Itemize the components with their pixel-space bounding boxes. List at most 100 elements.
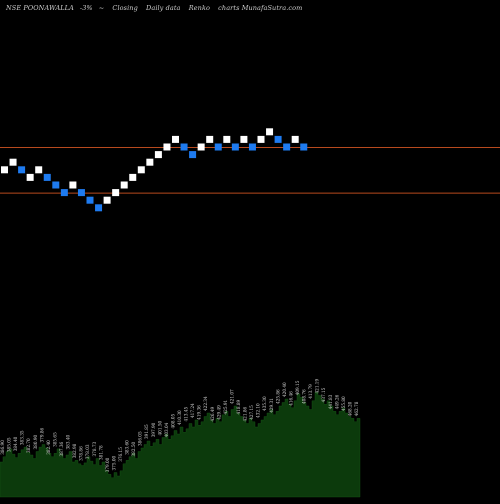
volume-price-label: 429.31 [269,398,274,413]
volume-price-label: 421.07 [229,389,234,404]
volume-price-label: 383.40 [66,435,71,450]
volume-price-label: 435.30 [262,396,267,411]
renko-brick-up [257,135,265,143]
renko-bricks [1,128,308,212]
renko-brick-up [154,151,162,159]
renko-brick-up [291,135,299,143]
volume-price-label: 408.76 [302,389,307,404]
volume-price-label: 419.36 [197,405,202,420]
renko-brick-up [26,173,34,181]
renko-brick-down [18,166,26,174]
renko-brick-up [163,143,171,151]
header-series: Closing [112,4,138,12]
volume-price-label: 422.34 [203,396,208,411]
volume-price-label: 397.90 [151,422,156,437]
volume-price-label: 385.65 [52,432,57,447]
volume-price-label: 410.30 [177,410,182,425]
renko-brick-up [35,166,43,174]
volume-price-label: 441.83 [328,394,333,409]
volume-price-label: 421.19 [315,379,320,394]
renko-brick-up [112,189,120,197]
renko-brick-down [189,151,197,159]
volume-price-label: 384.40 [13,436,18,451]
volume-price-label: 378.03 [85,444,90,459]
volume-price-label: 409.15 [295,380,300,395]
volume-price-label: 375.00 [111,456,116,471]
volume-price-label: 408.05 [170,414,175,429]
volume-price-label: 417.24 [190,403,195,418]
chart-header: NSE POONAWALLA -3% ~ Closing Daily data Re… [6,4,308,12]
volume-price-label: 426.49 [210,407,215,422]
volume-price-label: 382.70 [26,438,31,453]
renko-brick-up [266,128,274,136]
volume-price-label: 378.86 [79,446,84,461]
volume-price-label: 425.91 [223,400,228,415]
volume-price-label: 385.05 [7,437,12,452]
symbol-text: NSE POONAWALLA [6,4,74,12]
renko-brick-up [146,158,154,166]
header-symbol: NSE POONAWALLA -3% ~ [6,4,105,12]
renko-brick-down [86,196,94,204]
pct-text: 3% [82,4,93,12]
volume-price-label: 383.60 [125,440,130,455]
renko-brick-down [95,204,103,212]
volume-price-label: 437.15 [321,387,326,402]
volume-price-label: 382.98 [72,443,77,458]
renko-brick-down [283,143,291,151]
renko-brick-up [223,135,231,143]
renko-brick-up [197,143,205,151]
renko-brick-up [120,181,128,189]
volume-price-label: 427.15 [249,405,254,420]
renko-brick-down [77,189,85,197]
renko-brick-down [52,181,60,189]
volume-price-label: 416.46 [288,391,293,406]
renko-brick-down [180,143,188,151]
renko-brick-up [129,173,137,181]
volume-price-label: 382.40 [46,440,51,455]
renko-brick-down [43,173,51,181]
volume-price-label: 420.40 [282,382,287,397]
volume-price-label: 381.78 [98,445,103,460]
volume-price-label: 455.80 [341,396,346,411]
volume-price-label: 382.50 [131,442,136,457]
volume-price-label: 391.85 [144,424,149,439]
volume-price-label: 383.35 [20,430,25,445]
volume-price-label: 379.00 [105,457,110,472]
renko-brick-up [103,196,111,204]
renko-brick-up [69,181,77,189]
renko-brick-down [274,135,282,143]
header-site: charts MunafaSutra.com [218,4,303,12]
renko-brick-up [1,166,8,174]
renko-brick-up [137,166,145,174]
volume-price-label: 418.89 [236,400,241,415]
volume-price-label: 386.90 [0,440,5,455]
volume-price-label: 421.86 [243,407,248,422]
renko-brick-up [206,135,214,143]
renko-brick-down [60,189,68,197]
volume-price-label: 403.04 [164,422,169,437]
volume-price-label: 380.90 [33,435,38,450]
renko-brick-down [300,143,308,151]
renko-brick-up [240,135,248,143]
volume-price-label: 432.10 [256,403,261,418]
volume-area [0,391,361,498]
volume-price-label: 413.45 [184,407,189,422]
volume-price-label: 401.50 [157,421,162,436]
volume-price-label: 379.86 [39,428,44,443]
renko-brick-down [231,143,239,151]
renko-brick-up [9,158,17,166]
renko-brick-down [214,143,222,151]
volume-price-label: 387.36 [59,442,64,457]
header-kind: Renko [188,4,210,12]
volume-price-label: 386.05 [138,431,143,446]
volume-price-label: 425.86 [275,389,280,404]
volume-price-label: 462.78 [354,401,359,416]
header-period: Daily data [146,4,181,12]
volume-area-path [0,391,361,498]
volume-price-label: 429.49 [216,405,221,420]
volume-price-label: 413.79 [308,384,313,399]
volume-price-label: 378.73 [92,442,97,457]
